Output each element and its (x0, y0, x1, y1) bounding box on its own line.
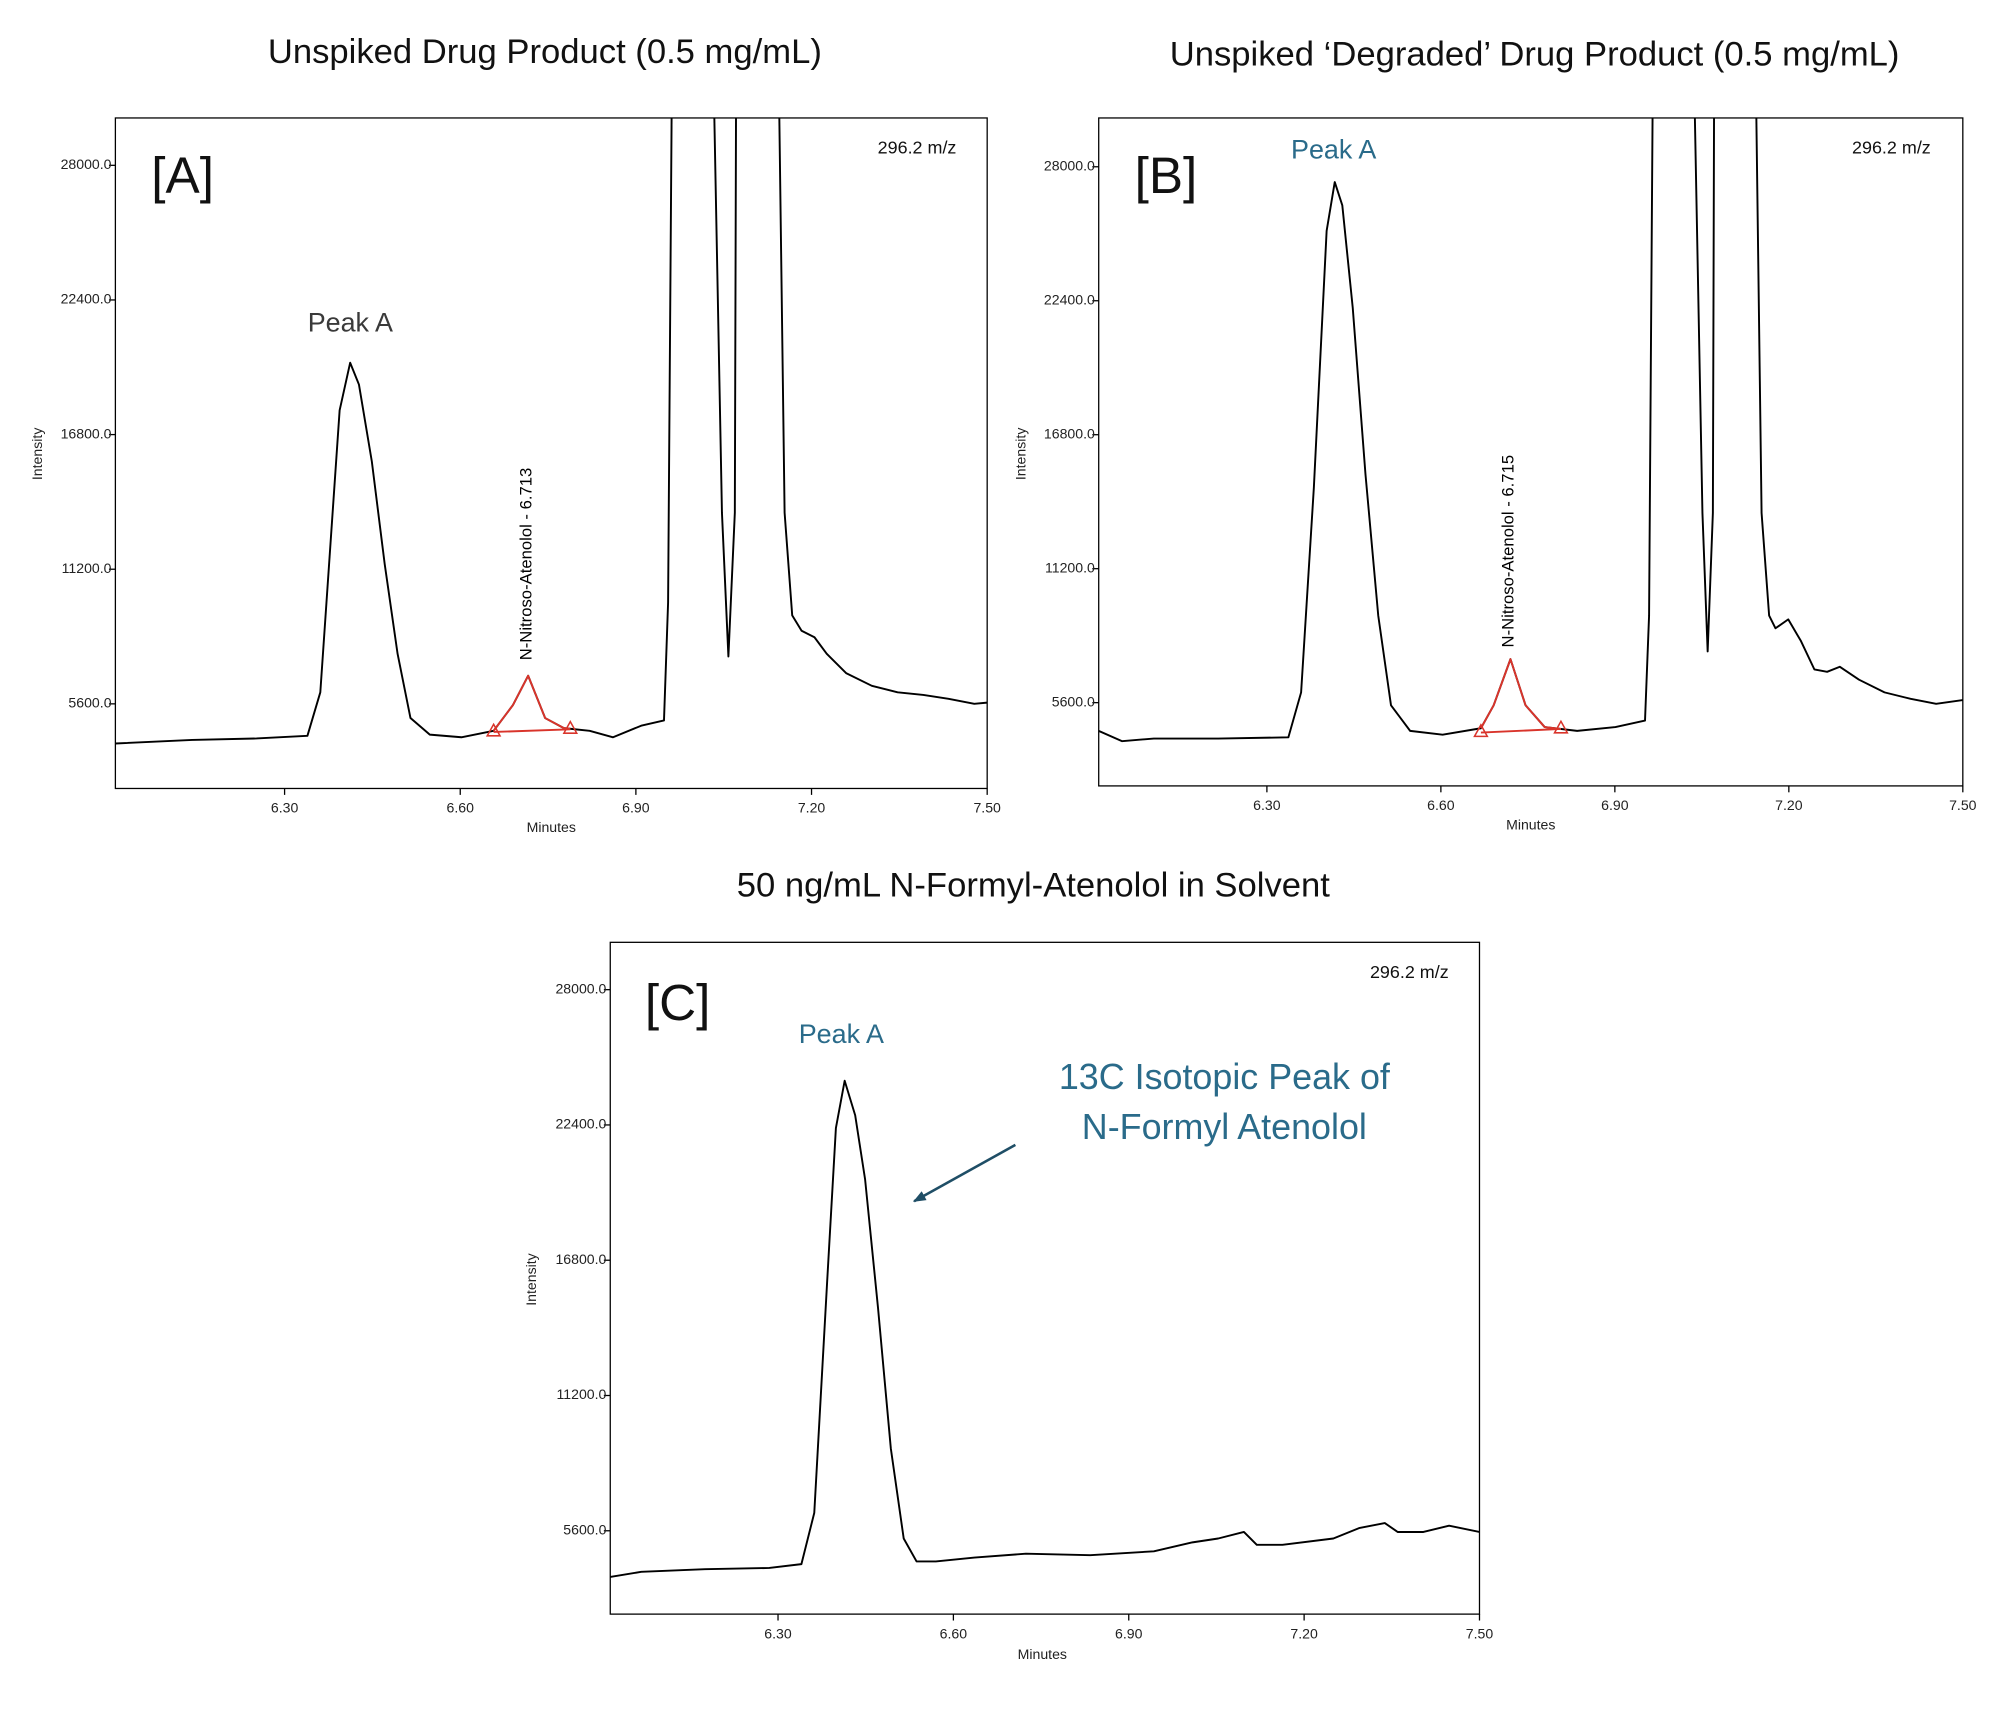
plot-frame (114, 117, 988, 790)
x-tick-label: 6.60 (447, 800, 475, 816)
panel-label: [B] (1135, 147, 1198, 204)
x-tick-label: 6.90 (1115, 1625, 1143, 1641)
y-tick-label: 22400.0 (61, 291, 112, 307)
x-tick-label: 7.50 (973, 800, 1001, 816)
mass-label: 296.2 m/z (1370, 962, 1449, 982)
baseline-marker (562, 720, 579, 734)
chart-title: Unspiked ‘Degraded’ Drug Product (0.5 mg… (1170, 36, 1900, 74)
mass-label: 296.2 m/z (878, 137, 957, 157)
y-tick-label: 5600.0 (1052, 693, 1095, 709)
y-tick-label: 11200.0 (1045, 559, 1095, 575)
y-tick-label: 28000.0 (555, 980, 606, 996)
y-axis-label: Intensity (523, 1252, 539, 1305)
x-tick-label: 7.20 (1775, 797, 1803, 813)
baseline-marker (485, 722, 502, 737)
x-tick-label: 6.30 (1253, 797, 1281, 813)
x-axis-label: Minutes (1506, 816, 1555, 832)
x-tick-label: 7.50 (1949, 797, 1977, 813)
x-tick-label: 7.50 (1466, 1625, 1494, 1641)
peak-label: Peak A (308, 307, 393, 337)
panel-label: [A] (151, 147, 214, 204)
y-tick-label: 11200.0 (62, 560, 112, 576)
x-tick-label: 7.20 (798, 800, 826, 816)
x-tick-label: 6.30 (271, 800, 299, 816)
plot-frame (609, 941, 1481, 1615)
trace (493, 728, 571, 733)
mass-label: 296.2 m/z (1852, 137, 1931, 157)
x-tick-label: 6.60 (1427, 797, 1455, 813)
y-tick-label: 28000.0 (61, 156, 112, 172)
chart-title: Unspiked Drug Product (0.5 mg/mL) (268, 33, 822, 71)
panel-label: [C] (645, 974, 711, 1031)
chart-title: 50 ng/mL N-Formyl-Atenolol in Solvent (737, 866, 1330, 904)
baseline-marker (1553, 719, 1569, 734)
trace (1098, 117, 1963, 743)
panel: 50 ng/mL N-Formyl-Atenolol in Solvent 560… (523, 866, 1494, 1662)
y-tick-label: 16800.0 (1044, 425, 1095, 441)
peak-annotation: N-Nitroso-Atenolol - 6.715 (1498, 455, 1517, 648)
x-axis-label: Minutes (527, 819, 576, 835)
y-tick-label: 22400.0 (1044, 291, 1095, 307)
x-tick-label: 6.60 (940, 1625, 968, 1641)
y-tick-label: 22400.0 (555, 1116, 606, 1132)
plot-frame (1098, 117, 1964, 787)
y-axis-label: Intensity (1013, 427, 1029, 480)
y-tick-label: 5600.0 (563, 1521, 606, 1537)
x-axis-label: Minutes (1018, 1646, 1067, 1662)
x-tick-label: 6.30 (764, 1625, 792, 1641)
y-axis-label: Intensity (29, 427, 45, 480)
y-tick-label: 28000.0 (1044, 157, 1095, 173)
callout-text: N-Formyl Atenolol (1082, 1107, 1367, 1147)
panel: Unspiked Drug Product (0.5 mg/mL) 5600.0 1… (29, 33, 1001, 835)
x-tick-label: 6.90 (622, 800, 650, 816)
y-tick-label: 5600.0 (68, 695, 111, 711)
peak-annotation: N-Nitroso-Atenolol - 6.713 (516, 468, 535, 661)
x-tick-label: 7.20 (1290, 1625, 1318, 1641)
trace (610, 1079, 1480, 1578)
panel: Unspiked ‘Degraded’ Drug Product (0.5 mg… (1013, 36, 1977, 833)
callout-arrow (912, 1143, 1017, 1203)
y-tick-label: 11200.0 (557, 1386, 607, 1402)
y-tick-label: 16800.0 (555, 1251, 606, 1267)
callout-text: 13C Isotopic Peak of (1059, 1057, 1391, 1097)
peak-label: Peak A (1291, 134, 1376, 164)
baseline-marker (1473, 723, 1489, 738)
y-tick-label: 16800.0 (61, 425, 112, 441)
trace (1480, 658, 1562, 730)
x-tick-label: 6.90 (1601, 797, 1629, 813)
trace (115, 117, 988, 745)
trace (492, 674, 571, 732)
trace (1480, 728, 1561, 734)
peak-label: Peak A (799, 1019, 884, 1049)
